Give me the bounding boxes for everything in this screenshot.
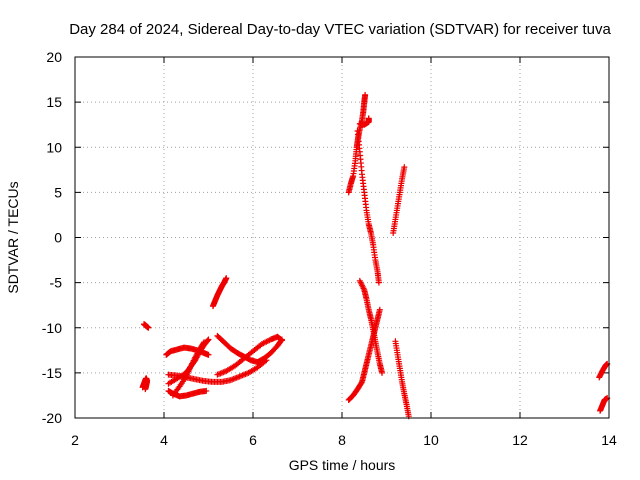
y-tick-label: 20 xyxy=(46,49,62,65)
data-point xyxy=(362,91,369,98)
data-series xyxy=(356,115,372,128)
axis-tick-labels: 2 4 6 8 10 12 14 -20 -15 -10 -5 0 5 10 15 20 xyxy=(42,49,617,448)
data-series xyxy=(163,344,212,358)
data-point xyxy=(145,324,152,331)
data-point xyxy=(204,337,211,344)
data-point xyxy=(358,380,365,387)
x-tick-label: 10 xyxy=(423,432,439,448)
data-point xyxy=(278,337,285,344)
data-point xyxy=(201,339,208,346)
grid-lines xyxy=(75,57,609,418)
data-point xyxy=(379,369,386,376)
data-series xyxy=(139,375,151,393)
y-tick-label: -15 xyxy=(42,365,62,381)
data-series xyxy=(345,306,383,403)
x-tick-label: 6 xyxy=(249,432,257,448)
x-tick-label: 8 xyxy=(338,432,346,448)
data-series xyxy=(390,164,408,236)
data-series xyxy=(140,321,152,331)
data-point xyxy=(203,387,210,394)
x-tick-label: 2 xyxy=(71,432,79,448)
data-point xyxy=(205,336,212,343)
data-series xyxy=(596,360,611,381)
data-series xyxy=(214,333,285,378)
data-point xyxy=(401,164,408,171)
y-axis-label: SDTVAR / TECUs xyxy=(5,181,21,293)
y-tick-label: -20 xyxy=(42,410,62,426)
y-tick-label: 0 xyxy=(54,230,62,246)
chart-title: Day 284 of 2024, Sidereal Day-to-day VTE… xyxy=(69,21,611,38)
data-point xyxy=(365,115,372,122)
data-points xyxy=(139,91,611,420)
x-axis-label: GPS time / hours xyxy=(289,457,396,473)
y-tick-label: -10 xyxy=(42,320,62,336)
data-series xyxy=(169,339,208,399)
data-series xyxy=(356,277,386,376)
plot-frame xyxy=(74,56,610,419)
data-point xyxy=(375,279,382,286)
data-series xyxy=(354,128,382,286)
x-tick-label: 4 xyxy=(160,432,168,448)
y-tick-label: 10 xyxy=(46,139,62,155)
data-point xyxy=(200,340,207,347)
x-tick-label: 14 xyxy=(601,432,617,448)
x-tick-label: 12 xyxy=(512,432,528,448)
data-series xyxy=(597,395,611,414)
data-series xyxy=(392,338,412,420)
y-tick-label: 15 xyxy=(46,94,62,110)
data-series xyxy=(209,275,230,310)
data-point xyxy=(278,336,285,343)
data-point xyxy=(376,306,383,313)
y-tick-label: 5 xyxy=(54,184,62,200)
data-point xyxy=(205,351,212,358)
y-tick-label: -5 xyxy=(50,275,63,291)
data-point xyxy=(142,386,149,393)
data-point xyxy=(223,275,230,282)
